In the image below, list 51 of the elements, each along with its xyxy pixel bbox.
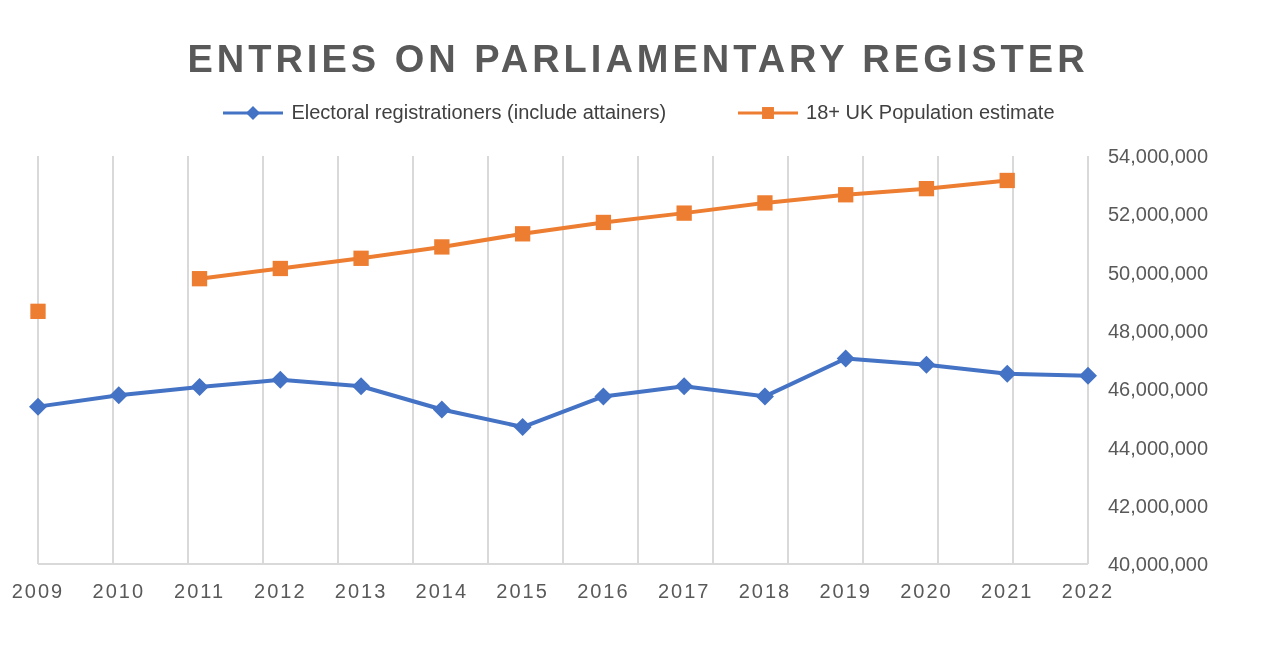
y-tick-label: 46,000,000 <box>1108 378 1209 401</box>
point <box>1079 366 1097 385</box>
x-tick-label: 2010 <box>92 580 146 603</box>
x-tick-label: 2013 <box>334 580 388 603</box>
x-tick-label: 2009 <box>11 580 65 603</box>
point <box>191 271 208 287</box>
y-tick-label: 52,000,000 <box>1108 203 1209 226</box>
x-tick-label: 2020 <box>900 580 953 603</box>
x-tick-label: 2017 <box>657 580 711 603</box>
y-tick-label: 44,000,000 <box>1108 436 1209 459</box>
x-tick-label: 2018 <box>738 580 792 603</box>
point <box>352 377 371 396</box>
x-tick-label: 2012 <box>254 580 307 603</box>
point <box>595 214 612 231</box>
point <box>836 349 855 368</box>
point <box>272 260 288 277</box>
legend-label: Electoral registrationers (include attainers) <box>291 101 667 124</box>
point <box>271 370 290 389</box>
x-tick-label: 2011 <box>174 580 226 603</box>
point <box>755 387 774 406</box>
point <box>676 205 692 221</box>
chart-title: ENTRIES ON PARLIAMENTARY REGISTER <box>186 37 1090 82</box>
point <box>918 180 935 197</box>
point <box>675 377 694 396</box>
y-tick-label: 42,000,000 <box>1108 494 1209 517</box>
x-tick-label: 2016 <box>577 580 630 603</box>
y-tick-label: 54,000,000 <box>1108 145 1209 168</box>
point <box>190 378 209 397</box>
x-tick-label: 2019 <box>819 580 872 603</box>
x-tick-label: 2021 <box>980 580 1034 603</box>
point <box>838 187 854 203</box>
point <box>353 250 369 266</box>
point <box>432 400 451 419</box>
x-tick-label: 2014 <box>415 580 469 603</box>
point <box>999 172 1015 189</box>
y-tick-label: 48,000,000 <box>1108 319 1209 342</box>
point <box>514 226 531 242</box>
point <box>109 386 128 405</box>
y-tick-label: 40,000,000 <box>1108 553 1209 576</box>
y-tick-label: 50,000,000 <box>1108 261 1209 284</box>
point <box>513 418 532 437</box>
point <box>594 387 613 406</box>
point <box>998 364 1017 383</box>
point <box>917 355 936 374</box>
point <box>757 195 773 211</box>
legend-label: 18+ UK Population estimate <box>806 101 1055 124</box>
x-tick-label: 2022 <box>1061 580 1115 603</box>
point <box>434 239 450 255</box>
point <box>29 397 47 416</box>
x-tick-label: 2015 <box>496 580 549 603</box>
point <box>30 303 46 319</box>
